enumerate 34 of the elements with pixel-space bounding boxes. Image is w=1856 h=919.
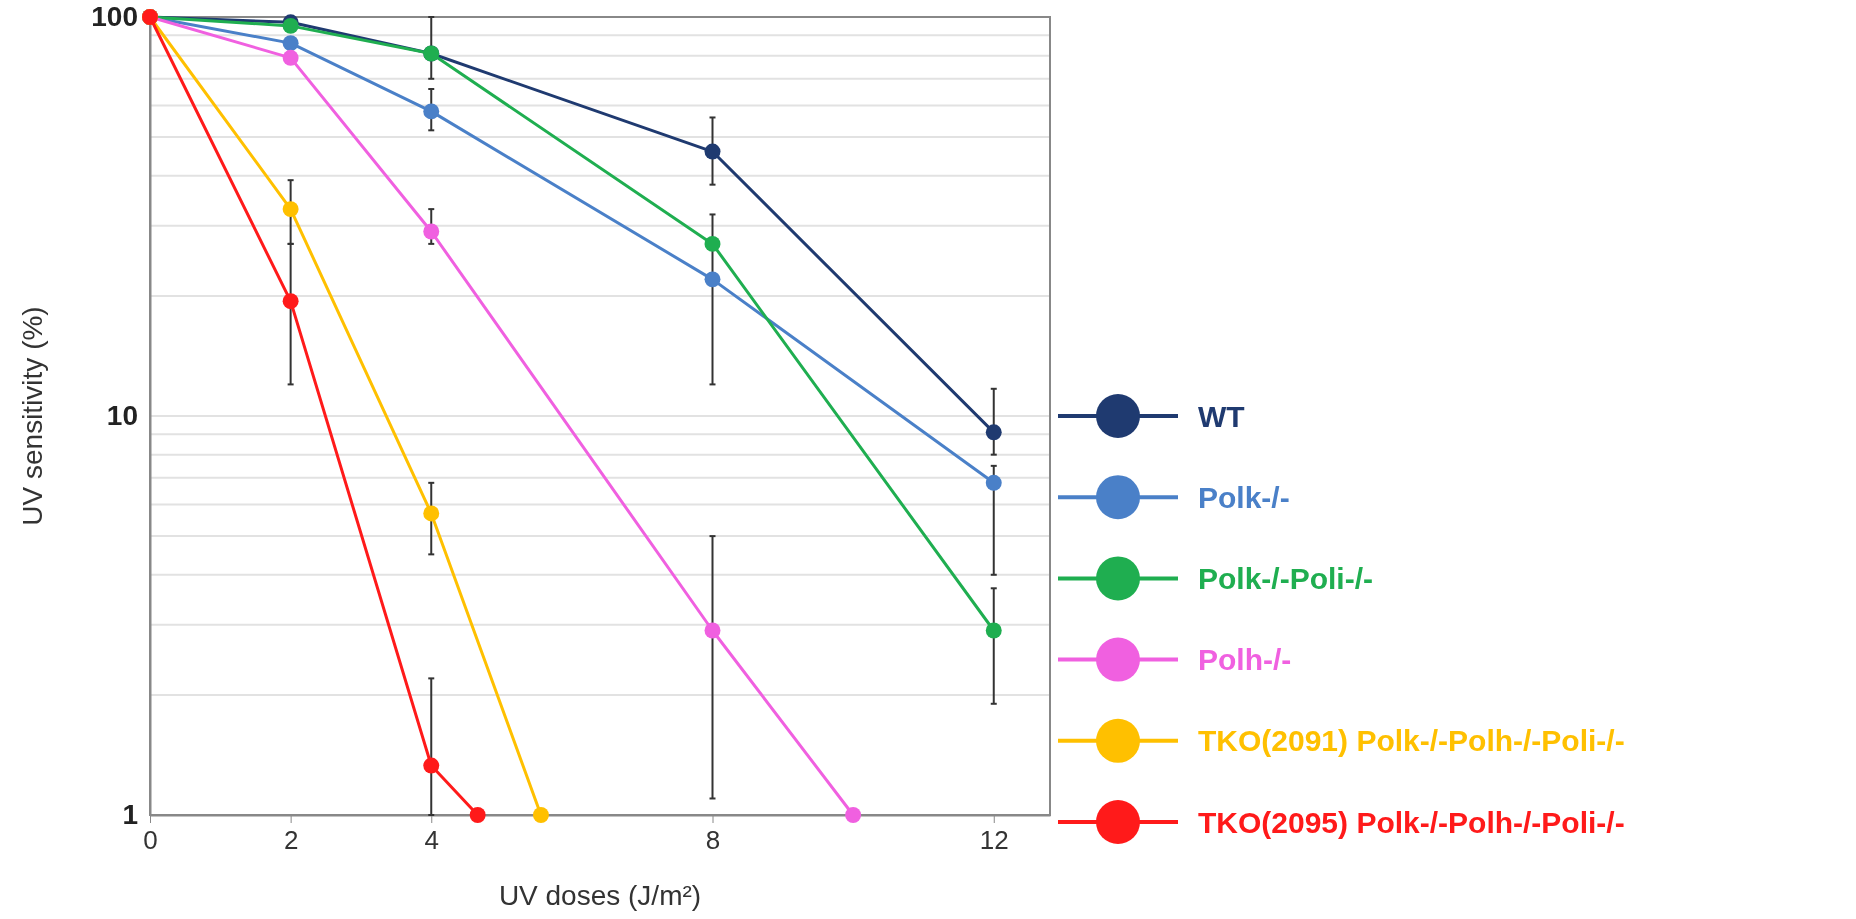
point [704,271,721,288]
x-tick-label: 4 [424,825,439,856]
point [282,293,299,310]
point [469,807,486,823]
y-tick-label: 1 [122,799,138,831]
point [704,143,721,160]
point [423,757,440,774]
point [985,622,1002,639]
legend-label: Polk-/-Poli-/- [1198,561,1373,595]
legend-label: TKO(2091) Polk-/-Polh-/-Poli-/- [1198,724,1625,758]
point [423,103,440,120]
legend-label: Polh-/- [1198,643,1292,677]
point [282,201,299,218]
legend-label: TKO(2095) Polk-/-Polh-/-Poli-/- [1198,805,1625,839]
x-tick-label: 0 [143,825,158,856]
point [282,49,299,66]
point [282,35,299,52]
y-tick-label: 100 [91,1,138,33]
point [423,505,440,522]
point [532,807,549,823]
point [423,223,440,240]
x-tick-label: 2 [283,825,299,856]
x-tick-label: 8 [705,825,721,856]
point [704,235,721,252]
point [845,807,862,823]
legend-label: WT [1198,399,1245,433]
x-axis-title: UV doses (J/m²) [498,880,702,911]
x-tick-label: 12 [979,825,1009,856]
point [985,424,1002,441]
point [985,474,1002,491]
y-axis-title: UV sensitivity (%) [17,306,48,526]
legend-label: Polk-/- [1198,480,1290,514]
point [704,622,721,639]
y-tick-label: 10 [106,400,138,432]
